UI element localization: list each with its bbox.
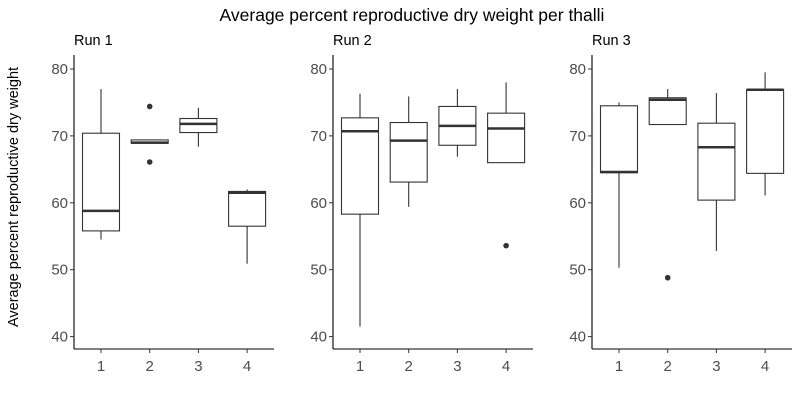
box-1 — [340, 93, 380, 327]
box-2 — [389, 96, 428, 207]
outlier-point — [146, 103, 153, 110]
x-tick-label: 4 — [761, 358, 769, 375]
panel-label: Run 2 — [333, 33, 372, 49]
panel-2: Run 2 40 50 60 70 80 1 2 3 4 — [310, 33, 533, 375]
y-tick-label: 40 — [310, 329, 327, 346]
x-tick-label: 3 — [194, 358, 202, 375]
panel-label: Run 1 — [74, 33, 113, 49]
iqr-box — [487, 112, 526, 164]
panel-label: Run 3 — [592, 33, 631, 49]
box-4 — [487, 82, 526, 249]
y-tick-label: 40 — [51, 329, 68, 346]
x-tick-label: 1 — [97, 358, 105, 375]
iqr-box — [81, 132, 121, 232]
y-tick-label: 70 — [310, 128, 327, 145]
x-tick-label: 2 — [146, 358, 154, 375]
x-tick-label: 1 — [615, 358, 623, 375]
y-tick-label: 80 — [569, 61, 586, 78]
box-4 — [228, 189, 267, 264]
iqr-box — [228, 190, 267, 227]
y-tick-label: 80 — [310, 61, 327, 78]
y-tick-label: 60 — [310, 195, 327, 212]
y-tick-label: 80 — [51, 61, 68, 78]
y-tick-label: 50 — [51, 262, 68, 279]
y-tick-label: 50 — [569, 262, 586, 279]
iqr-box — [389, 121, 428, 183]
iqr-box — [179, 117, 218, 134]
box-2 — [648, 89, 687, 281]
box-2 — [130, 103, 169, 165]
iqr-box — [746, 89, 785, 174]
box-3 — [179, 107, 218, 147]
outlier-point — [664, 274, 671, 281]
y-tick-label: 50 — [310, 262, 327, 279]
box-3 — [438, 89, 477, 157]
panel-1: Run 1 40 50 60 70 80 1 2 3 4 — [51, 33, 274, 375]
iqr-box — [340, 117, 380, 215]
y-tick-label: 40 — [569, 329, 586, 346]
x-tick-label: 4 — [243, 358, 251, 375]
x-tick-label: 1 — [356, 358, 364, 375]
iqr-box — [648, 97, 687, 126]
x-tick-label: 2 — [664, 358, 672, 375]
outlier-point — [503, 242, 509, 249]
outlier-point — [146, 159, 153, 165]
y-tick-label: 60 — [569, 195, 586, 212]
panel-3: Run 3 40 50 60 70 80 1 2 3 4 — [569, 33, 792, 375]
x-tick-label: 3 — [453, 358, 461, 375]
y-tick-label: 60 — [51, 195, 68, 212]
iqr-box — [697, 122, 736, 201]
box-1 — [81, 89, 121, 240]
iqr-box — [599, 105, 639, 174]
x-tick-label: 2 — [405, 358, 413, 375]
chart-title: Average percent reproductive dry weight … — [220, 5, 605, 25]
y-tick-label: 70 — [51, 128, 68, 145]
y-axis-label: Average percent reproductive dry weight — [6, 67, 22, 327]
box-4 — [746, 72, 785, 196]
box-1 — [599, 102, 639, 268]
x-tick-label: 3 — [712, 358, 720, 375]
x-tick-label: 4 — [502, 358, 510, 375]
box-3 — [697, 93, 736, 251]
y-tick-label: 70 — [569, 128, 586, 145]
